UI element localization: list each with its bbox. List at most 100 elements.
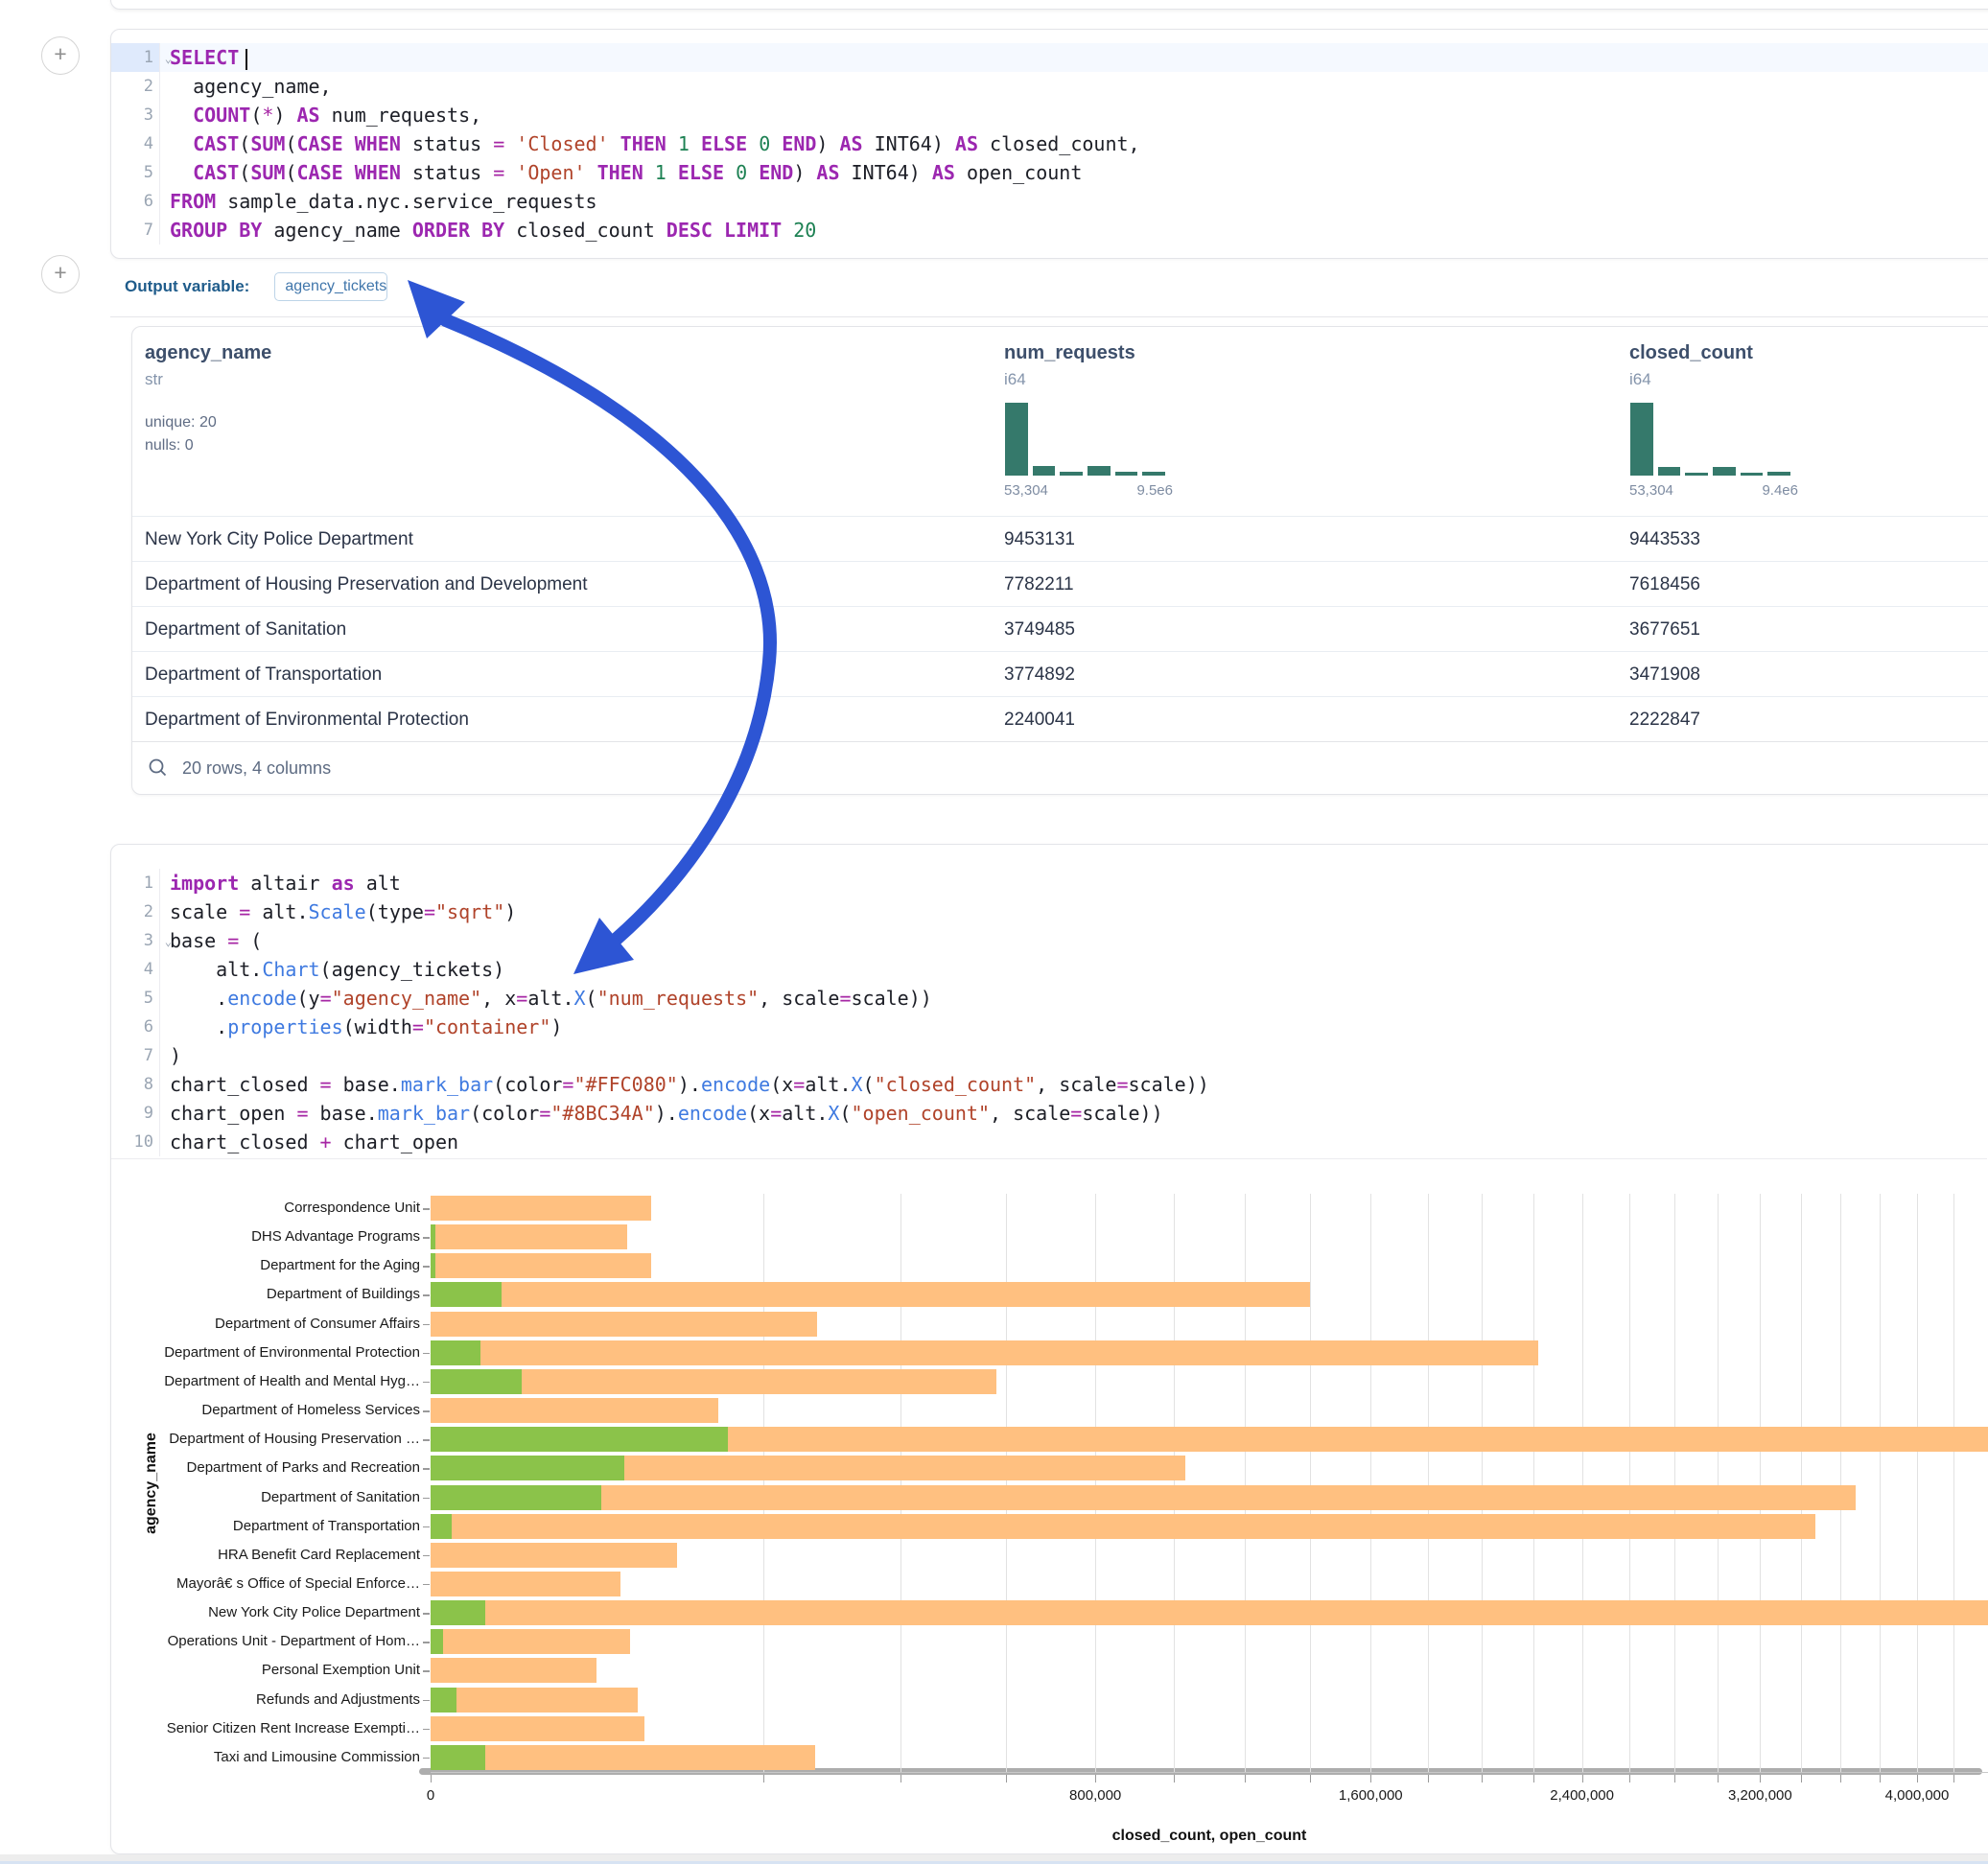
code-line[interactable]: 10chart_closed + chart_open (111, 1128, 1988, 1156)
cell-agency-name: New York City Police Department (145, 517, 413, 562)
line-number: 8 (111, 1070, 160, 1099)
line-number: 3⌄ (111, 926, 160, 955)
histogram-bar (1684, 472, 1709, 477)
histogram-bar (1629, 402, 1654, 477)
code-text: CAST(SUM(CASE WHEN status = 'Closed' THE… (160, 129, 1140, 158)
line-number: 7 (111, 1041, 160, 1070)
code-text: base = ( (160, 926, 262, 955)
num-requests-histogram-range: 53,304 9.5e6 (1004, 482, 1173, 499)
code-line[interactable]: 8chart_closed = base.mark_bar(color="#FF… (111, 1070, 1988, 1099)
line-number: 6 (111, 1013, 160, 1041)
code-line[interactable]: 7) (111, 1041, 1988, 1070)
code-line[interactable]: 7GROUP BY agency_name ORDER BY closed_co… (111, 216, 1988, 245)
code-text: FROM sample_data.nyc.service_requests (160, 187, 597, 216)
line-number: 9 (111, 1099, 160, 1128)
search-icon[interactable] (148, 757, 169, 779)
code-text: chart_closed + chart_open (160, 1128, 458, 1156)
fold-chevron-icon[interactable]: ⌄ (165, 927, 172, 956)
line-number: 5 (111, 158, 160, 187)
cell-agency-name: Department of Environmental Protection (145, 697, 469, 742)
histogram-bar (1766, 471, 1791, 477)
line-number: 6 (111, 187, 160, 216)
column-header-closed-count[interactable]: closed_count i64 (1629, 342, 1753, 389)
column-header-agency-name[interactable]: agency_name str unique: 20 nulls: 0 (145, 342, 271, 454)
code-line[interactable]: 5 CAST(SUM(CASE WHEN status = 'Open' THE… (111, 158, 1988, 187)
python-code-editor[interactable]: 1import altair as alt2scale = alt.Scale(… (111, 869, 1988, 1156)
output-variable-tag[interactable]: agency_tickets (274, 272, 387, 301)
row-count-label: 20 rows, 4 columns (182, 758, 331, 779)
line-number: 2 (111, 72, 160, 101)
code-line[interactable]: 3⌄base = ( (111, 926, 1988, 955)
table-row[interactable]: Department of Sanitation 3749485 3677651 (132, 606, 1988, 652)
cell-closed-count: 2222847 (1629, 697, 1700, 742)
code-line[interactable]: 6FROM sample_data.nyc.service_requests (111, 187, 1988, 216)
output-variable-row: Output variable: agency_tickets (110, 257, 1988, 317)
cell-num-requests: 7782211 (1004, 562, 1074, 607)
histogram-bar (1059, 471, 1084, 477)
histogram-bar (1114, 471, 1139, 477)
table-row[interactable]: Department of Environmental Protection 22… (132, 696, 1988, 742)
code-text: chart_open = base.mark_bar(color="#8BC34… (160, 1099, 1163, 1128)
closed-count-histogram-range: 53,304 9.4e6 (1629, 482, 1798, 499)
cell-agency-name: Department of Housing Preservation and D… (145, 562, 588, 607)
table-row[interactable]: Department of Transportation 3774892 34719… (132, 651, 1988, 697)
code-text: .encode(y="agency_name", x=alt.X("num_re… (160, 984, 932, 1013)
code-text: alt.Chart(agency_tickets) (160, 955, 504, 984)
code-text: .properties(width="container") (160, 1013, 562, 1041)
table-row[interactable]: New York City Police Department945313194… (132, 516, 1988, 562)
cell-output-divider (111, 1158, 1987, 1159)
code-text: SELECT (160, 43, 247, 72)
num-requests-histogram (1004, 402, 1169, 477)
code-line[interactable]: 4 alt.Chart(agency_tickets) (111, 955, 1988, 984)
cell-agency-name: Department of Sanitation (145, 607, 346, 652)
cell-closed-count: 9443533 (1629, 517, 1700, 562)
code-line[interactable]: 6 .properties(width="container") (111, 1013, 1988, 1041)
code-text: agency_name, (160, 72, 332, 101)
code-line[interactable]: 4 CAST(SUM(CASE WHEN status = 'Closed' T… (111, 129, 1988, 158)
code-line[interactable]: 1⌄SELECT (111, 43, 1988, 72)
code-line[interactable]: 1import altair as alt (111, 869, 1988, 897)
line-number: 4 (111, 129, 160, 158)
table-footer: 20 rows, 4 columns (132, 741, 1988, 794)
code-line[interactable]: 2scale = alt.Scale(type="sqrt") (111, 897, 1988, 926)
histogram-bar (1004, 402, 1029, 477)
line-number: 4 (111, 955, 160, 984)
add-cell-button-top[interactable]: + (41, 36, 80, 75)
line-number: 1⌄ (111, 43, 160, 72)
output-variable-label: Output variable: (125, 277, 249, 296)
line-number: 2 (111, 897, 160, 926)
code-text: COUNT(*) AS num_requests, (160, 101, 481, 129)
line-number: 3 (111, 101, 160, 129)
line-number: 5 (111, 984, 160, 1013)
sql-cell: 1⌄SELECT2 agency_name,3 COUNT(*) AS num_… (110, 29, 1988, 259)
add-cell-button-output[interactable]: + (41, 255, 80, 293)
fold-chevron-icon[interactable]: ⌄ (165, 44, 172, 73)
cell-closed-count: 3677651 (1629, 607, 1700, 652)
sql-code-editor[interactable]: 1⌄SELECT2 agency_name,3 COUNT(*) AS num_… (111, 43, 1988, 245)
line-number: 1 (111, 869, 160, 897)
line-number: 10 (111, 1128, 160, 1156)
line-number: 7 (111, 216, 160, 245)
histogram-bar (1141, 471, 1166, 477)
table-row[interactable]: Department of Housing Preservation and D… (132, 561, 1988, 607)
cell-num-requests: 3774892 (1004, 652, 1075, 697)
code-line[interactable]: 9chart_open = base.mark_bar(color="#8BC3… (111, 1099, 1988, 1128)
histogram-bar (1740, 472, 1765, 477)
closed-count-histogram (1629, 402, 1794, 477)
previous-cell-edge (110, 0, 1988, 10)
code-text: scale = alt.Scale(type="sqrt") (160, 897, 516, 926)
python-cell: 1import altair as alt2scale = alt.Scale(… (110, 844, 1988, 1854)
code-text: ) (160, 1041, 181, 1070)
column-header-num-requests[interactable]: num_requests i64 (1004, 342, 1135, 389)
histogram-bar (1087, 465, 1111, 477)
cell-closed-count: 3471908 (1629, 652, 1700, 697)
code-line[interactable]: 3 COUNT(*) AS num_requests, (111, 101, 1988, 129)
cell-closed-count: 7618456 (1629, 562, 1700, 607)
code-line[interactable]: 5 .encode(y="agency_name", x=alt.X("num_… (111, 984, 1988, 1013)
code-text: CAST(SUM(CASE WHEN status = 'Open' THEN … (160, 158, 1082, 187)
code-line[interactable]: 2 agency_name, (111, 72, 1988, 101)
cell-num-requests: 3749485 (1004, 607, 1075, 652)
cell-agency-name: Department of Transportation (145, 652, 382, 697)
histogram-bar (1657, 466, 1682, 477)
text-cursor (246, 49, 247, 70)
